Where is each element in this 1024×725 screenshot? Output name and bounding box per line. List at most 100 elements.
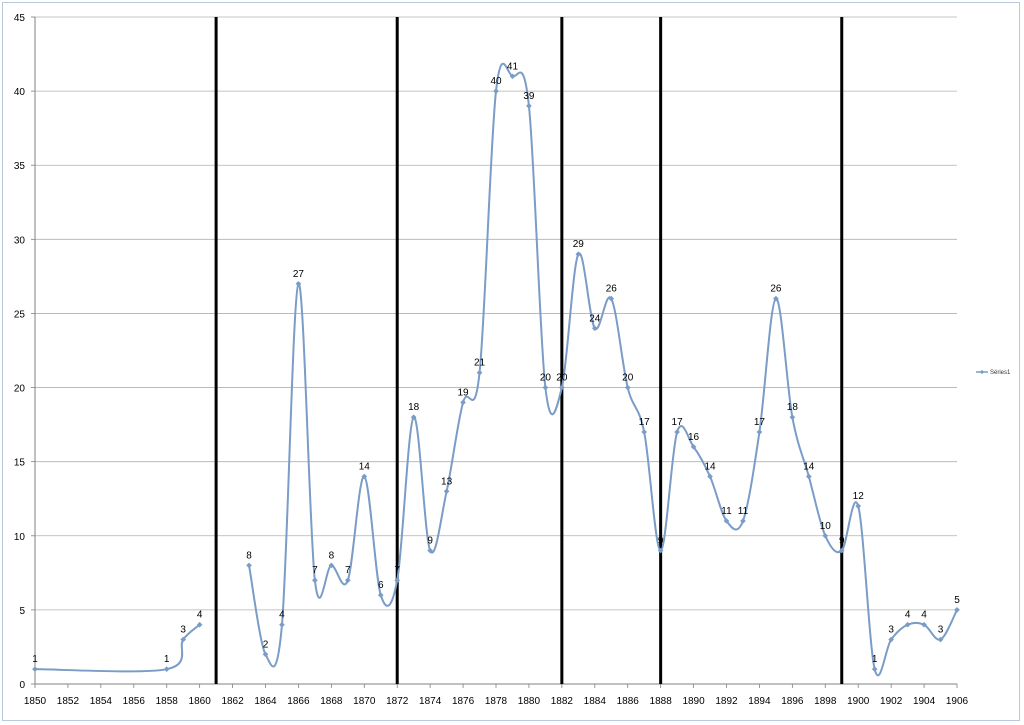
x-tick-label: 1888 xyxy=(650,696,673,707)
data-label: 19 xyxy=(458,387,470,398)
data-point xyxy=(542,384,549,391)
data-label: 24 xyxy=(589,313,601,324)
data-point xyxy=(262,651,269,658)
data-point xyxy=(575,251,582,257)
x-tick-label: 1874 xyxy=(419,696,442,707)
data-point xyxy=(723,518,730,524)
data-point xyxy=(443,488,450,495)
x-tick-label: 1880 xyxy=(518,696,541,707)
y-tick-label: 0 xyxy=(19,680,25,691)
data-label: 20 xyxy=(622,373,634,384)
data-label: 3 xyxy=(888,625,894,636)
data-label: 8 xyxy=(246,550,252,561)
data-point xyxy=(180,636,187,643)
data-label: 41 xyxy=(507,61,519,72)
data-label: 2 xyxy=(263,639,269,650)
data-label: 4 xyxy=(279,610,285,621)
data-point xyxy=(789,414,796,421)
data-point xyxy=(674,429,680,435)
data-point xyxy=(954,607,960,613)
data-label: 11 xyxy=(738,506,749,517)
series-line xyxy=(34,623,201,673)
data-label: 12 xyxy=(853,491,865,502)
x-tick-label: 1860 xyxy=(189,696,212,707)
data-point xyxy=(921,621,927,628)
x-tick-label: 1858 xyxy=(156,696,179,707)
data-label: 20 xyxy=(540,373,552,384)
data-point xyxy=(641,429,648,435)
data-label: 29 xyxy=(573,239,585,250)
data-label: 13 xyxy=(441,476,453,487)
data-label: 17 xyxy=(672,417,684,428)
data-label: 18 xyxy=(408,402,420,413)
x-tick-label: 1900 xyxy=(847,696,870,707)
series-lines xyxy=(34,62,958,677)
y-tick-label: 30 xyxy=(14,235,26,246)
data-label: 5 xyxy=(954,595,960,606)
data-label: 7 xyxy=(345,565,351,576)
data-label: 4 xyxy=(197,610,203,621)
x-tick-label: 1852 xyxy=(57,696,80,707)
data-label: 40 xyxy=(490,76,502,87)
data-label: 26 xyxy=(606,284,618,295)
data-point xyxy=(608,295,615,302)
data-points xyxy=(32,73,960,673)
data-point xyxy=(377,592,384,598)
data-point xyxy=(394,577,401,584)
x-tick-label: 1886 xyxy=(617,696,640,707)
data-label: 26 xyxy=(770,284,782,295)
y-tick-label: 15 xyxy=(14,458,26,469)
x-tick-label: 1896 xyxy=(781,696,804,707)
data-point xyxy=(773,295,779,302)
x-tick-label: 1892 xyxy=(715,696,738,707)
data-label: 3 xyxy=(938,625,944,636)
x-tick-label: 1876 xyxy=(452,696,475,707)
data-point xyxy=(657,547,664,554)
data-point xyxy=(591,325,598,332)
legend: Séries1 xyxy=(976,369,1011,376)
x-tick-label: 1862 xyxy=(221,696,244,707)
y-tick-label: 5 xyxy=(19,606,25,617)
data-label: 4 xyxy=(905,610,911,621)
data-label: 17 xyxy=(639,417,651,428)
data-label: 18 xyxy=(787,402,799,413)
data-label: 9 xyxy=(658,536,664,547)
series-line xyxy=(248,62,958,677)
data-point xyxy=(855,503,862,509)
data-point xyxy=(559,384,565,391)
data-point xyxy=(312,577,318,584)
data-point xyxy=(756,429,763,435)
data-label: 9 xyxy=(839,536,845,547)
data-point xyxy=(427,547,433,554)
data-point xyxy=(937,636,944,643)
data-point xyxy=(410,414,417,421)
data-point xyxy=(493,88,499,94)
data-point xyxy=(526,103,532,109)
gridlines xyxy=(35,16,957,611)
legend-label: Séries1 xyxy=(990,370,1011,376)
data-point xyxy=(888,636,894,643)
data-point xyxy=(838,547,845,554)
data-point xyxy=(476,369,483,376)
data-label: 1 xyxy=(872,654,878,665)
data-point xyxy=(624,384,631,391)
data-point xyxy=(163,666,170,673)
legend-marker xyxy=(979,369,985,375)
data-point xyxy=(690,444,697,450)
x-tick-label: 1868 xyxy=(320,696,343,707)
data-label: 7 xyxy=(312,565,318,576)
data-label: 17 xyxy=(754,417,766,428)
data-point xyxy=(279,621,285,628)
data-point xyxy=(805,473,812,480)
data-point xyxy=(328,562,335,569)
data-point xyxy=(246,562,252,569)
x-tick-label: 1878 xyxy=(485,696,508,707)
data-label: 8 xyxy=(329,550,335,561)
data-label: 39 xyxy=(523,91,535,102)
y-tick-label: 25 xyxy=(14,309,26,320)
data-label: 14 xyxy=(803,461,815,472)
y-tick-label: 40 xyxy=(14,87,26,98)
